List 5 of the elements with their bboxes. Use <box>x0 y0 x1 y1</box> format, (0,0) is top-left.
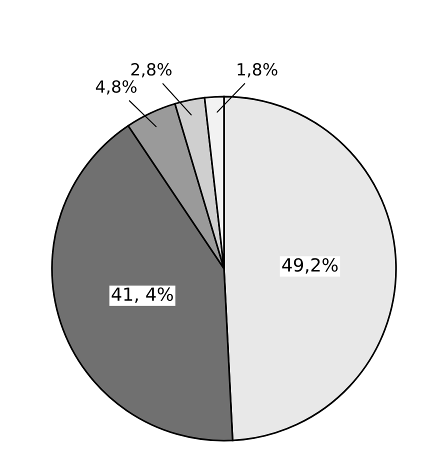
data-label: 49,2% <box>282 258 338 274</box>
data-label: 41, 4% <box>112 287 173 303</box>
data-label: 1,8% <box>238 63 278 78</box>
data-label: 4,8% <box>96 80 137 95</box>
data-label: 2,8% <box>131 63 172 78</box>
